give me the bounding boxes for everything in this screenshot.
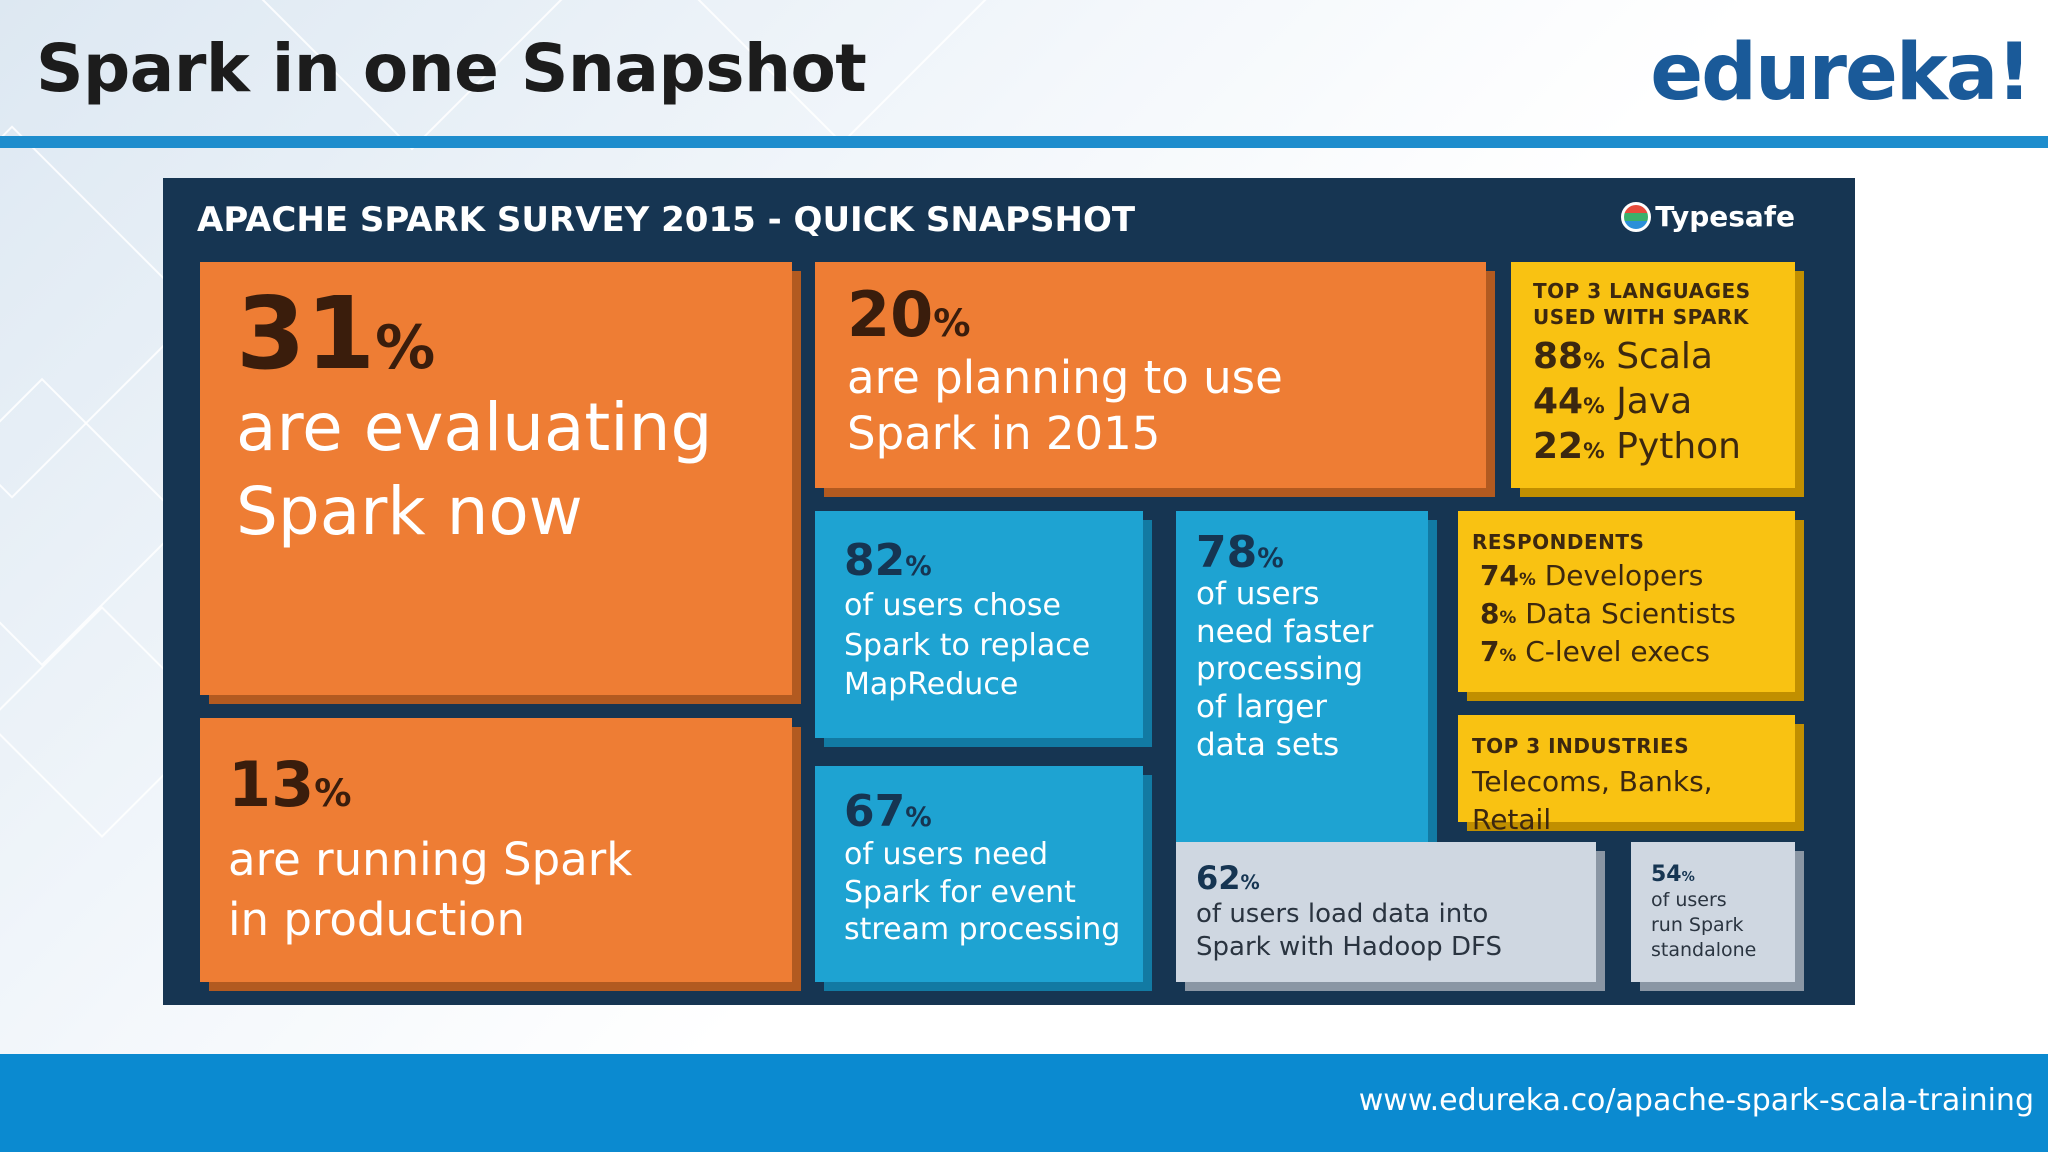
language-java: 44% Java (1533, 381, 1693, 422)
typesafe-brand: Typesafe (1621, 200, 1795, 233)
faster-line1: of users (1196, 576, 1320, 612)
languages-caption-2: USED WITH SPARK (1533, 305, 1749, 329)
typesafe-logo-icon (1621, 201, 1652, 232)
languages-caption-1: TOP 3 LANGUAGES (1533, 279, 1751, 303)
stream-pct: 67% (844, 786, 932, 837)
planning-line2: Spark in 2015 (847, 406, 1161, 460)
faster-line5: data sets (1196, 726, 1340, 763)
brand-label: Typesafe (1655, 200, 1795, 233)
tile-respondents: RESPONDENTS 74% Developers 8% Data Scien… (1458, 511, 1795, 692)
production-pct: 13% (228, 748, 352, 821)
faster-pct: 78% (1196, 527, 1284, 578)
respondent-developers: 74% Developers (1480, 559, 1704, 592)
tile-standalone: 54% of users run Spark standalone (1631, 842, 1795, 982)
tile-replace-mapreduce: 82% of users chose Spark to replace MapR… (815, 511, 1143, 738)
respondent-c-level: 7% C-level execs (1480, 634, 1711, 668)
footer-bar (0, 1054, 2048, 1152)
standalone-line3: standalone (1651, 938, 1757, 961)
tile-planning: 20% are planning to use Spark in 2015 (815, 262, 1486, 488)
standalone-line1: of users (1651, 889, 1727, 911)
tile-evaluating: 31% are evaluating Spark now (200, 262, 792, 695)
production-line2: in production (228, 892, 525, 946)
replace-line2: Spark to replace (844, 627, 1091, 663)
replace-line3: MapReduce (844, 667, 1019, 702)
respondents-caption: RESPONDENTS (1472, 530, 1645, 554)
tile-industries: TOP 3 INDUSTRIES Telecoms, Banks, Retail (1458, 715, 1795, 836)
header-accent-bar (0, 136, 2048, 148)
language-scala: 88% Scala (1533, 336, 1713, 377)
replace-line1: of users chose (844, 588, 1062, 623)
faster-line2: need faster (1196, 613, 1374, 650)
language-python: 22% Python (1533, 426, 1741, 467)
edureka-logo: edureka! (1650, 28, 2032, 118)
planning-pct: 20% (847, 278, 971, 351)
evaluating-line2: Spark now (236, 472, 583, 550)
industries-list: Telecoms, Banks, Retail (1472, 765, 1713, 836)
tile-hadoop-dfs: 62% of users load data into Spark with H… (1176, 842, 1596, 982)
survey-infographic: APACHE SPARK SURVEY 2015 - QUICK SNAPSHO… (163, 178, 1855, 1005)
slide-title: Spark in one Snapshot (36, 30, 867, 107)
evaluating-line1: are evaluating (236, 389, 713, 466)
faster-line4: of larger (1196, 688, 1328, 725)
tile-stream-processing: 67% of users need Spark for event stream… (815, 766, 1143, 982)
evaluating-pct: 31% (236, 275, 436, 392)
survey-heading: APACHE SPARK SURVEY 2015 - QUICK SNAPSHO… (197, 200, 1136, 240)
hadoop-line2: Spark with Hadoop DFS (1196, 931, 1502, 962)
hadoop-pct: 62% (1196, 859, 1260, 897)
tile-production: 13% are running Spark in production (200, 718, 792, 982)
stream-line2: Spark for event (844, 874, 1076, 910)
stream-line3: stream processing (844, 912, 1121, 947)
planning-line1: are planning to use (847, 351, 1283, 404)
respondent-data-scientists: 8% Data Scientists (1480, 596, 1736, 630)
production-line1: are running Spark (228, 833, 633, 886)
standalone-line2: run Spark (1651, 913, 1744, 936)
tile-languages: TOP 3 LANGUAGES USED WITH SPARK 88% Scal… (1511, 262, 1795, 488)
stream-line1: of users need (844, 837, 1049, 872)
standalone-pct: 54% (1651, 862, 1695, 887)
footer-url: www.edureka.co/apache-spark-scala-traini… (1358, 1083, 2034, 1118)
hadoop-line1: of users load data into (1196, 899, 1489, 929)
replace-pct: 82% (844, 535, 932, 586)
industries-caption: TOP 3 INDUSTRIES (1472, 734, 1690, 758)
faster-line3: processing (1196, 651, 1364, 688)
tile-faster-processing: 78% of users need faster processing of l… (1176, 511, 1428, 982)
